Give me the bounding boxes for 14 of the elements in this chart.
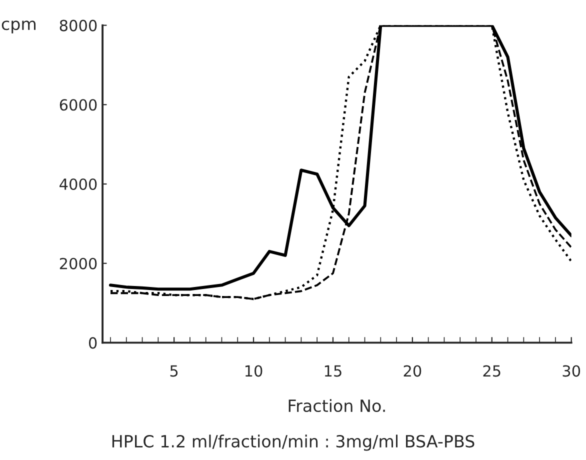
text: HPLC 1.2 ml/fraction/min : 3mg/ml BSA-PBS bbox=[112, 434, 474, 451]
x-axis-title: Fraction No. bbox=[288, 399, 385, 412]
y-tick-label: 2000 bbox=[60, 258, 97, 270]
y-tick-label: 0 bbox=[88, 337, 97, 349]
x-tick-label: 15 bbox=[324, 365, 342, 377]
y-tick-label: 8000 bbox=[60, 20, 97, 32]
y-tick-label: 6000 bbox=[60, 99, 97, 111]
x-tick-label: 5 bbox=[170, 365, 178, 377]
y-axis-title: cpm bbox=[2, 20, 36, 34]
x-tick-label: 10 bbox=[245, 365, 262, 377]
y-tick-label: 4000 bbox=[60, 178, 97, 190]
x-tick-label: 25 bbox=[483, 365, 500, 377]
x-tick-label: 20 bbox=[404, 365, 422, 377]
x-tick-label: 30 bbox=[562, 365, 580, 377]
